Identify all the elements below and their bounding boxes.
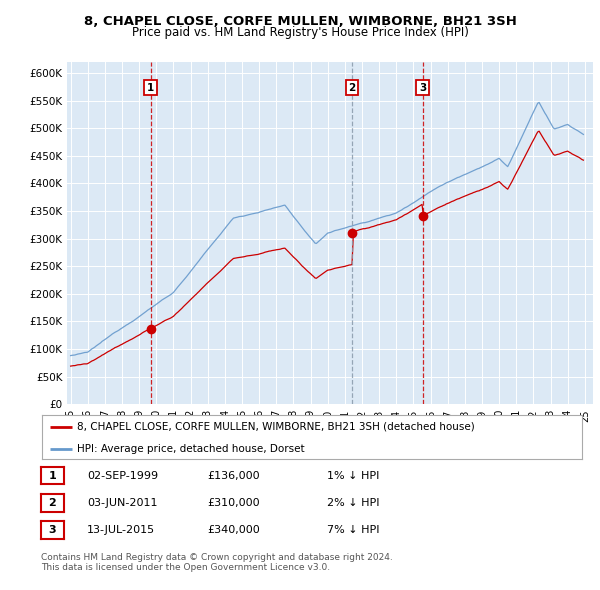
Text: 7% ↓ HPI: 7% ↓ HPI (327, 525, 380, 535)
Text: Contains HM Land Registry data © Crown copyright and database right 2024.: Contains HM Land Registry data © Crown c… (41, 553, 392, 562)
Text: 2: 2 (49, 498, 56, 507)
Text: 8, CHAPEL CLOSE, CORFE MULLEN, WIMBORNE, BH21 3SH: 8, CHAPEL CLOSE, CORFE MULLEN, WIMBORNE,… (83, 15, 517, 28)
Text: HPI: Average price, detached house, Dorset: HPI: Average price, detached house, Dors… (77, 444, 305, 454)
Text: 1% ↓ HPI: 1% ↓ HPI (327, 471, 379, 480)
Text: 1: 1 (49, 471, 56, 480)
Text: £136,000: £136,000 (207, 471, 260, 480)
Text: 13-JUL-2015: 13-JUL-2015 (87, 525, 155, 535)
Text: 3: 3 (49, 525, 56, 535)
Text: 2% ↓ HPI: 2% ↓ HPI (327, 498, 380, 507)
Text: £340,000: £340,000 (207, 525, 260, 535)
Text: 8, CHAPEL CLOSE, CORFE MULLEN, WIMBORNE, BH21 3SH (detached house): 8, CHAPEL CLOSE, CORFE MULLEN, WIMBORNE,… (77, 422, 475, 432)
Text: 2: 2 (349, 83, 356, 93)
Text: £310,000: £310,000 (207, 498, 260, 507)
Text: 02-SEP-1999: 02-SEP-1999 (87, 471, 158, 480)
Text: 3: 3 (419, 83, 427, 93)
Text: This data is licensed under the Open Government Licence v3.0.: This data is licensed under the Open Gov… (41, 563, 330, 572)
Text: 1: 1 (147, 83, 154, 93)
Text: 03-JUN-2011: 03-JUN-2011 (87, 498, 157, 507)
Text: Price paid vs. HM Land Registry's House Price Index (HPI): Price paid vs. HM Land Registry's House … (131, 26, 469, 39)
